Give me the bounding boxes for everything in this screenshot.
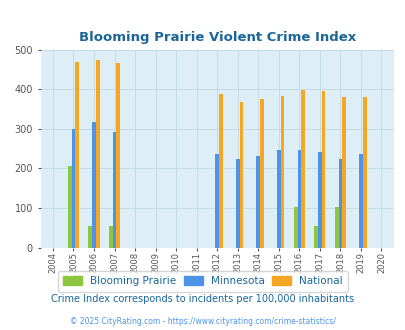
Bar [256, 156, 260, 248]
Bar [68, 166, 71, 248]
Bar [321, 91, 325, 248]
Text: Crime Index corresponds to incidents per 100,000 inhabitants: Crime Index corresponds to incidents per… [51, 294, 354, 304]
Bar [301, 90, 304, 248]
Bar [260, 99, 263, 248]
Bar [338, 159, 341, 248]
Bar [358, 154, 362, 248]
Bar [109, 226, 113, 248]
Bar [116, 63, 120, 248]
Bar [215, 154, 219, 248]
Text: © 2025 CityRating.com - https://www.cityrating.com/crime-statistics/: © 2025 CityRating.com - https://www.city… [70, 317, 335, 326]
Title: Blooming Prairie Violent Crime Index: Blooming Prairie Violent Crime Index [79, 31, 355, 44]
Bar [239, 102, 243, 248]
Bar [88, 226, 92, 248]
Bar [96, 60, 99, 248]
Bar [75, 62, 79, 248]
Bar [293, 207, 297, 248]
Bar [317, 152, 321, 248]
Bar [113, 132, 116, 248]
Bar [297, 150, 301, 248]
Bar [313, 226, 317, 248]
Bar [71, 129, 75, 248]
Bar [341, 97, 345, 248]
Bar [362, 97, 366, 248]
Bar [235, 159, 239, 248]
Bar [219, 94, 222, 248]
Bar [276, 150, 280, 248]
Legend: Blooming Prairie, Minnesota, National: Blooming Prairie, Minnesota, National [58, 271, 347, 291]
Bar [92, 122, 96, 248]
Bar [334, 207, 338, 248]
Bar [280, 96, 283, 248]
